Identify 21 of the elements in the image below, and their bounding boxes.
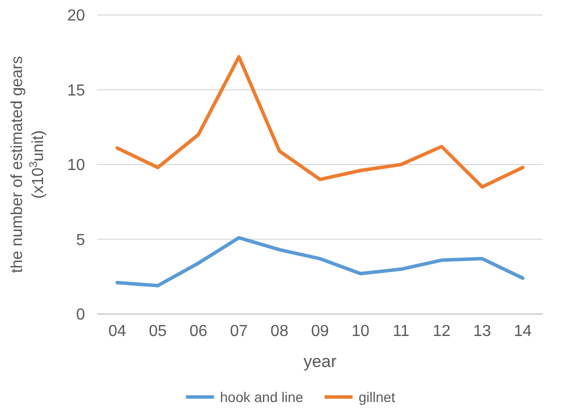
line-series	[116, 55, 524, 189]
y-tick-label: 0	[76, 306, 86, 324]
y-tick-label: 5	[76, 232, 86, 249]
x-tick-label: 04	[108, 323, 126, 340]
x-tick-label: 10	[352, 323, 370, 340]
x-tick-label: 11	[392, 323, 410, 340]
x-tick-label: 08	[270, 323, 288, 340]
line-series	[116, 236, 524, 288]
x-tick-label: 07	[230, 323, 248, 340]
y-tick-label: 15	[67, 82, 86, 100]
legend-label: hook and line	[220, 388, 304, 405]
x-tick-label: 05	[148, 323, 167, 340]
x-tick-label: 14	[514, 323, 532, 340]
x-tick-label: 09	[311, 323, 329, 340]
y-tick-label: 20	[67, 8, 86, 25]
x-tick-label: 13	[473, 323, 492, 340]
legend-label: gillnet	[358, 388, 396, 405]
y-tick-label: 10	[67, 157, 86, 174]
x-tick-label: 12	[432, 323, 451, 340]
x-tick-label: 06	[189, 323, 208, 340]
x-axis-title: year	[303, 352, 337, 371]
